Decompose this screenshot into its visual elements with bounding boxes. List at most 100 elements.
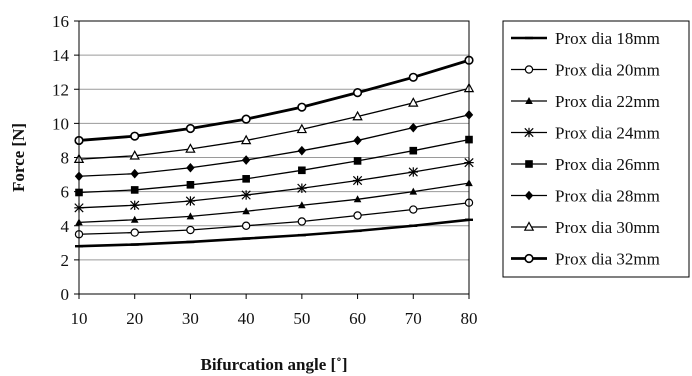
data-point [129,150,140,160]
data-point [409,146,418,155]
y-tick-label: 8 [61,149,70,168]
data-point [408,167,418,177]
y-axis-ticks: 0 2 4 6 8 10 12 14 16 [52,12,79,304]
series-line [78,138,470,194]
data-point [298,166,306,175]
legend-label: Prox dia 24mm [555,124,660,143]
data-point [409,205,418,214]
data-point [241,155,251,165]
data-point [353,195,362,203]
x-axis-ticks: 10 20 30 40 50 60 70 80 [71,294,478,328]
data-point [353,135,362,146]
data-point [297,183,307,193]
x-tick-label: 50 [293,309,310,328]
data-point [296,123,308,134]
x-tick-label: 20 [126,309,143,328]
data-point [185,143,196,153]
data-point [241,190,251,200]
data-point [408,72,418,82]
series-line [78,161,470,209]
legend: Prox dia 18mm Prox dia 20mm Prox dia 22mm P… [502,20,690,278]
legend-label: Prox dia 18mm [555,29,660,48]
x-axis-title: Bifurcation angle [˚] [200,355,347,374]
legend-item-prox-dia-22mm: Prox dia 22mm [511,92,660,111]
legend-label: Prox dia 20mm [555,61,660,80]
series-layer [73,55,475,248]
data-point [408,97,419,107]
series-line [78,114,470,177]
data-point [185,123,196,134]
series-prox-dia-22mm [75,179,473,226]
series-prox-dia-24mm [74,157,474,213]
data-point [186,212,195,220]
y-tick-label: 14 [52,46,70,65]
series-prox-dia-32mm [74,55,474,146]
data-point [130,200,140,210]
legend-box [502,20,690,278]
y-tick-label: 2 [61,251,70,270]
data-point [240,134,252,145]
series-line [78,202,470,235]
data-point [409,187,418,195]
data-point [186,181,195,189]
legend-swatch-marker [524,253,534,264]
legend-swatch-marker [525,97,533,104]
x-tick-label: 60 [349,309,366,328]
data-point [352,110,363,121]
series-line [78,58,470,142]
series-line [78,182,470,223]
data-point [130,168,139,179]
data-point [130,215,139,223]
data-point [130,131,140,141]
y-axis-title: Force [N] [9,123,28,192]
data-point [242,175,250,183]
data-point [130,228,139,237]
legend-label: Prox dia 32mm [555,250,660,269]
data-point [130,186,139,194]
y-tick-label: 0 [61,285,70,304]
y-tick-label: 4 [61,217,70,236]
legend-item-prox-dia-32mm: Prox dia 32mm [511,250,660,269]
x-tick-label: 30 [182,309,199,328]
y-tick-label: 10 [52,114,69,133]
series-line [78,218,470,248]
y-tick-label: 16 [52,12,69,31]
x-tick-label: 10 [71,309,88,328]
x-tick-label: 40 [238,309,255,328]
series-prox-dia-20mm [74,198,474,239]
legend-label: Prox dia 22mm [555,92,660,111]
data-point [241,114,251,124]
legend-label: Prox dia 26mm [555,155,660,174]
data-point [352,175,363,186]
legend-item-prox-dia-28mm: Prox dia 28mm [511,187,660,206]
data-point [242,207,250,215]
data-point [409,122,418,133]
data-point [297,145,307,156]
legend-swatch-marker [525,160,533,168]
legend-label: Prox dia 28mm [555,187,660,206]
data-point [297,217,307,226]
series-prox-dia-30mm [73,82,475,164]
data-point [353,211,362,220]
legend-swatch-marker [523,221,535,231]
data-point [352,88,363,98]
data-point [186,225,195,235]
legend-swatch-marker [524,65,534,74]
legend-item-prox-dia-26mm: Prox dia 26mm [511,155,660,174]
x-tick-label: 80 [461,309,478,328]
legend-swatch-marker [524,127,534,138]
data-point [241,221,251,230]
legend-label: Prox dia 30mm [555,218,660,237]
data-point [298,201,306,209]
y-tick-label: 12 [52,80,69,99]
series-line [78,87,470,160]
legend-item-prox-dia-20mm: Prox dia 20mm [511,61,660,80]
legend-item-prox-dia-24mm: Prox dia 24mm [511,124,660,143]
data-point [353,157,362,165]
legend-swatch-marker [524,190,534,201]
data-point [186,162,195,173]
y-tick-label: 6 [61,183,70,202]
x-tick-label: 70 [405,309,422,328]
data-point [185,196,196,206]
